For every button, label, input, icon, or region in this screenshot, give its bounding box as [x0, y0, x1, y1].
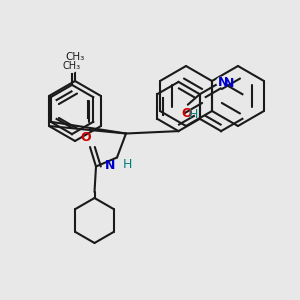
- Text: CH₃: CH₃: [63, 61, 81, 71]
- Text: N: N: [218, 76, 228, 89]
- Text: O: O: [181, 107, 192, 120]
- Text: N: N: [105, 159, 116, 172]
- Text: H: H: [122, 158, 132, 171]
- Circle shape: [67, 61, 77, 72]
- Circle shape: [217, 77, 226, 86]
- Text: O: O: [80, 131, 91, 144]
- Text: CH₃: CH₃: [65, 52, 85, 61]
- Text: N: N: [224, 77, 234, 90]
- Text: H: H: [188, 108, 198, 121]
